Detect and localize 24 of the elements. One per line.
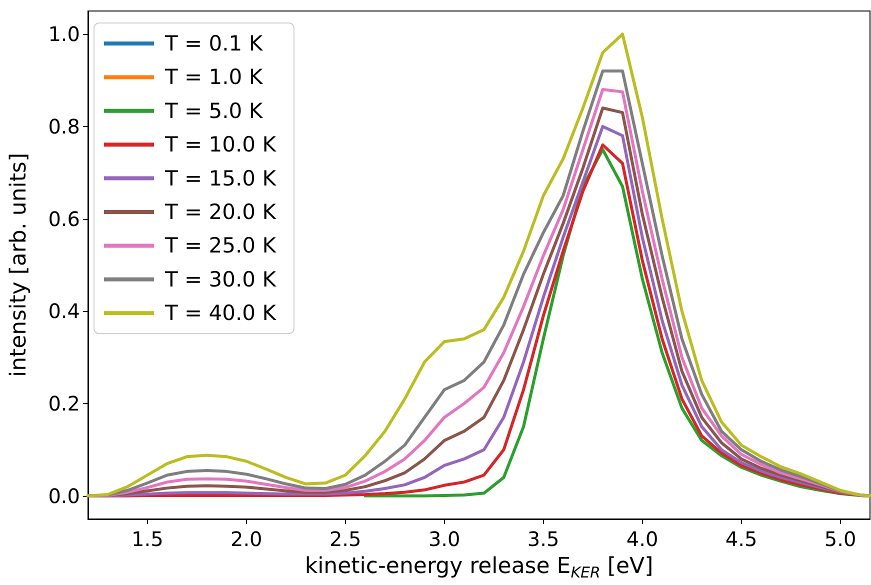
x-tick-label: 1.5: [131, 527, 164, 551]
y-tick-label: 0.2: [48, 392, 80, 416]
legend-label: T = 30.0 K: [164, 267, 278, 292]
legend-label: T = 1.0 K: [164, 65, 264, 90]
y-tick-label: 1.0: [48, 22, 80, 46]
legend-label: T = 40.0 K: [164, 301, 278, 326]
x-tick-label: 2.0: [230, 527, 262, 551]
legend-label: T = 0.1 K: [164, 32, 264, 56]
y-tick-label: 0.4: [48, 299, 80, 324]
legend-label: T = 25.0 K: [164, 234, 278, 258]
y-tick-label: 0.8: [48, 114, 80, 138]
legend-label: T = 15.0 K: [164, 166, 278, 190]
x-tick-label: 4.0: [626, 527, 658, 551]
x-tick-label: 3.0: [428, 527, 460, 551]
legend-label: T = 20.0 K: [164, 200, 278, 224]
x-tick-label: 3.5: [527, 527, 560, 551]
x-tick-label: 4.5: [725, 527, 758, 551]
x-tick-label: 2.5: [329, 527, 362, 551]
legend-label: T = 10.0 K: [164, 132, 278, 157]
legend-label: T = 5.0 K: [164, 98, 264, 123]
y-tick-label: 0.6: [48, 206, 80, 231]
x-tick-label: 5.0: [824, 527, 856, 551]
y-axis-title: intensity [arb. units]: [6, 152, 32, 378]
y-tick-label: 0.0: [48, 484, 80, 508]
